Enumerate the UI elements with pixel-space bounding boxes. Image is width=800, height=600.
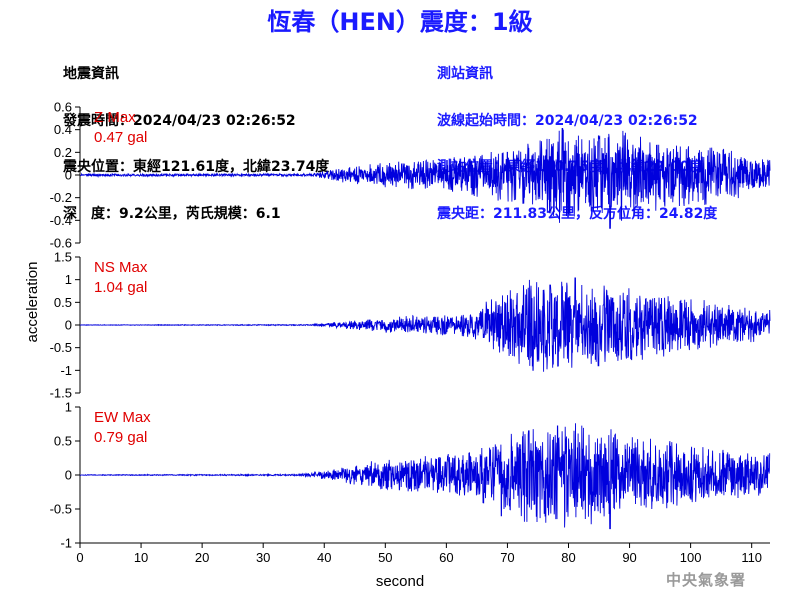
x-axis-title: second xyxy=(376,573,424,590)
x-tick-label: 40 xyxy=(317,550,331,565)
max-value-z: 0.47 gal xyxy=(94,129,147,146)
x-tick-label: 110 xyxy=(741,550,762,565)
max-value-ns: 1.04 gal xyxy=(94,279,147,296)
y-tick-label-ns: -0.5 xyxy=(50,340,72,355)
y-tick-label-ew: 0 xyxy=(65,468,72,483)
depth-magnitude: 深 度：9.2公里，芮氏規模：6.1 xyxy=(63,205,281,222)
y-tick-label-ns: 1 xyxy=(65,272,72,287)
y-tick-label-z: -0.2 xyxy=(50,190,72,205)
max-label-z: Z Max xyxy=(94,109,136,126)
earthquake-info-heading: 地震資訊 xyxy=(63,66,119,82)
y-tick-label-ew: 0.5 xyxy=(54,434,72,449)
y-tick-label-ns: 0 xyxy=(65,318,72,333)
x-tick-label: 30 xyxy=(256,550,270,565)
x-tick-label: 50 xyxy=(378,550,392,565)
trace-ns xyxy=(79,277,771,372)
y-tick-label-z: -0.4 xyxy=(50,213,72,228)
chart-title: 恆春（HEN）震度：1級 xyxy=(267,8,533,36)
origin-time: 發震時間：2024/04/23 02:26:52 xyxy=(63,112,296,129)
x-tick-label: 20 xyxy=(195,550,209,565)
x-tick-label: 90 xyxy=(622,550,636,565)
y-tick-label-ns: -1 xyxy=(60,363,72,378)
x-tick-label: 60 xyxy=(439,550,453,565)
y-tick-label-ns: 1.5 xyxy=(54,250,72,265)
y-tick-label-ns: 0.5 xyxy=(54,295,72,310)
x-tick-label: 10 xyxy=(134,550,148,565)
epicenter-location: 震央位置：東經121.61度，北緯23.74度 xyxy=(63,159,330,175)
x-tick-label: 80 xyxy=(561,550,575,565)
station-info-heading: 測站資訊 xyxy=(437,66,493,82)
max-label-ew: EW Max xyxy=(94,409,151,426)
x-tick-label: 70 xyxy=(500,550,514,565)
y-tick-label-ew: -1 xyxy=(60,536,72,551)
y-tick-label-z: 0 xyxy=(65,168,72,183)
y-tick-label-ew: -0.5 xyxy=(50,502,72,517)
epicentral-distance: 震央距：211.83公里，反方位角：24.82度 xyxy=(437,205,718,222)
x-tick-label: 0 xyxy=(76,550,83,565)
trace-ew xyxy=(79,423,771,530)
wave-start-time: 波線起始時間：2024/04/23 02:26:52 xyxy=(437,112,698,129)
y-axis-title: acceleration xyxy=(24,262,41,343)
y-tick-label-z: 0.2 xyxy=(54,145,72,160)
y-tick-label-ew: 1 xyxy=(65,400,72,415)
y-tick-label-ns: -1.5 xyxy=(50,386,72,401)
agency-credit: 中央氣象署 xyxy=(665,571,746,589)
max-value-ew: 0.79 gal xyxy=(94,429,147,446)
y-tick-label-z: -0.6 xyxy=(50,236,72,251)
max-label-ns: NS Max xyxy=(94,259,148,276)
y-tick-label-z: 0.4 xyxy=(54,122,72,137)
earthquake-info: 地震資訊 發震時間：2024/04/23 02:26:52 震央位置：東經121… xyxy=(63,36,329,238)
x-tick-label: 100 xyxy=(680,550,702,565)
y-tick-label-z: 0.6 xyxy=(54,100,72,115)
trace-z xyxy=(79,128,771,229)
